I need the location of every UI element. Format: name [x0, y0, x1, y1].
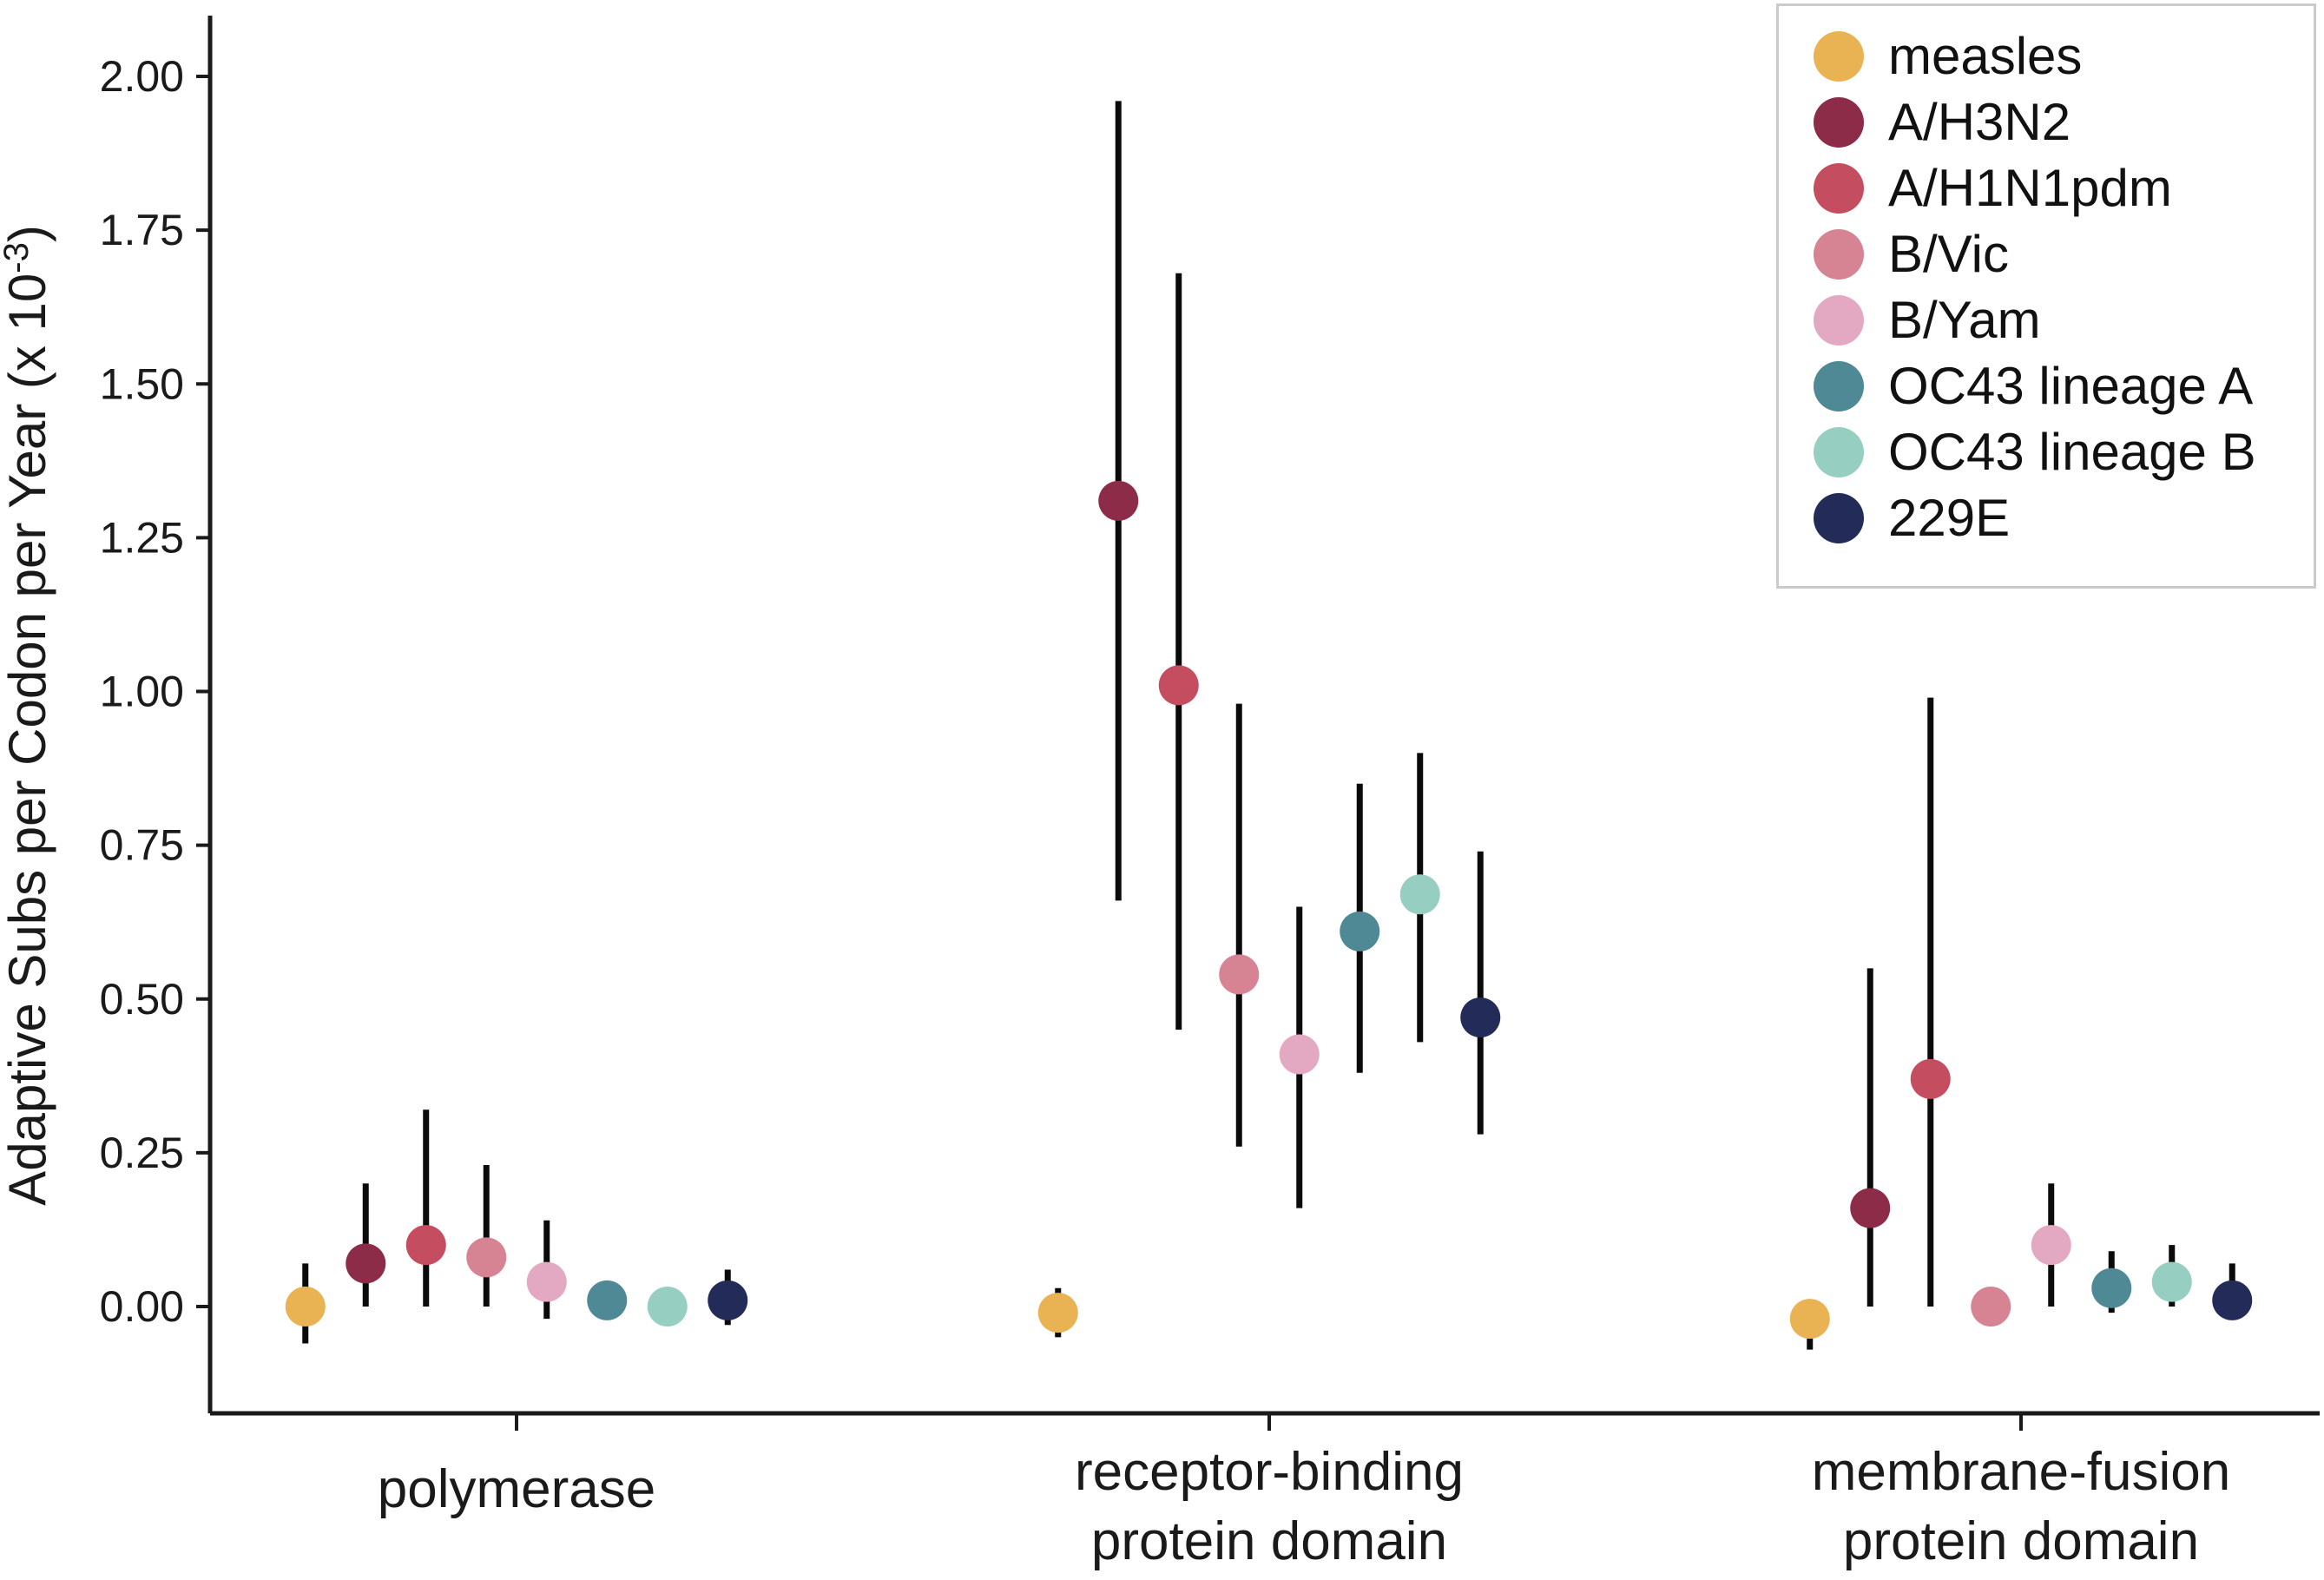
- legend-label: 229E: [1888, 489, 2011, 547]
- data-point-oc43-lineage-b: [647, 1287, 688, 1327]
- b-vic-marker-icon: [1814, 229, 1864, 280]
- data-point-oc43-lineage-a: [2091, 1267, 2132, 1308]
- data-point-oc43-lineage-a: [1340, 911, 1380, 951]
- data-point-b-vic: [1219, 954, 1260, 995]
- legend-item-b-vic: B/Vic: [1814, 221, 2314, 287]
- legend-item-a-h3n2: A/H3N2: [1814, 89, 2314, 155]
- y-tick-label: 1.50: [100, 359, 184, 408]
- data-point-measles: [285, 1287, 326, 1327]
- legend-item-measles: measles: [1814, 23, 2314, 89]
- legend-label: OC43 lineage A: [1888, 357, 2254, 415]
- legend-label: A/H3N2: [1888, 93, 2071, 151]
- x-category-label: membrane-fusion: [1812, 1442, 2230, 1502]
- data-point-a-h1n1pdm: [1158, 665, 1199, 706]
- data-point-a-h3n2: [1098, 480, 1139, 521]
- x-category-label: protein domain: [1091, 1511, 1447, 1571]
- y-tick-label: 0.00: [100, 1282, 184, 1331]
- y-tick-label: 2.00: [100, 52, 184, 101]
- data-point-229e: [2212, 1280, 2253, 1320]
- data-point-b-vic: [1971, 1287, 2011, 1327]
- legend-item-b-yam: B/Yam: [1814, 287, 2314, 353]
- y-tick-label: 0.50: [100, 975, 184, 1024]
- y-tick-label: 0.25: [100, 1129, 184, 1177]
- y-tick-label: 0.75: [100, 821, 184, 870]
- legend-item-229e: 229E: [1814, 485, 2314, 551]
- y-axis-label: Adaptive Subs per Codon per Year (x 10-3…: [0, 225, 56, 1206]
- legend-item-oc43-lineage-a: OC43 lineage A: [1814, 353, 2314, 419]
- data-point-a-h1n1pdm: [1910, 1058, 1951, 1099]
- legend-label: B/Yam: [1888, 291, 2041, 349]
- data-point-b-yam: [2031, 1225, 2071, 1266]
- oc43-lineage-b-marker-icon: [1814, 427, 1864, 477]
- legend-item-oc43-lineage-b: OC43 lineage B: [1814, 419, 2314, 485]
- data-point-measles: [1037, 1293, 1078, 1333]
- data-point-b-yam: [526, 1261, 567, 1302]
- data-point-b-yam: [1279, 1034, 1320, 1075]
- y-tick-label: 1.75: [100, 206, 184, 254]
- data-point-oc43-lineage-b: [1399, 874, 1440, 915]
- x-category-label: protein domain: [1843, 1511, 2199, 1571]
- oc43-lineage-a-marker-icon: [1814, 361, 1864, 411]
- a-h3n2-marker-icon: [1814, 97, 1864, 148]
- x-category-label: receptor-binding: [1075, 1442, 1464, 1502]
- data-point-b-vic: [466, 1237, 507, 1278]
- 229e-marker-icon: [1814, 493, 1864, 543]
- legend-label: measles: [1888, 27, 2083, 85]
- legend-item-a-h1n1pdm: A/H1N1pdm: [1814, 155, 2314, 221]
- legend-label: B/Vic: [1888, 225, 2009, 283]
- legend-label: A/H1N1pdm: [1888, 159, 2172, 217]
- b-yam-marker-icon: [1814, 295, 1864, 346]
- data-point-a-h3n2: [346, 1243, 386, 1284]
- x-category-label: polymerase: [378, 1459, 655, 1519]
- data-point-oc43-lineage-a: [587, 1280, 628, 1320]
- legend-label: OC43 lineage B: [1888, 423, 2256, 481]
- y-tick-label: 1.00: [100, 668, 184, 716]
- a-h1n1pdm-marker-icon: [1814, 163, 1864, 214]
- measles-marker-icon: [1814, 31, 1864, 82]
- data-point-oc43-lineage-b: [2151, 1261, 2192, 1302]
- y-tick-label: 1.25: [100, 513, 184, 562]
- data-point-a-h3n2: [1850, 1188, 1891, 1228]
- data-point-229e: [1460, 997, 1501, 1038]
- legend: measles A/H3N2 A/H1N1pdm B/Vic B/Yam OC4…: [1776, 3, 2316, 589]
- data-point-a-h1n1pdm: [405, 1225, 446, 1266]
- data-point-229e: [708, 1280, 748, 1320]
- data-point-measles: [1789, 1299, 1830, 1340]
